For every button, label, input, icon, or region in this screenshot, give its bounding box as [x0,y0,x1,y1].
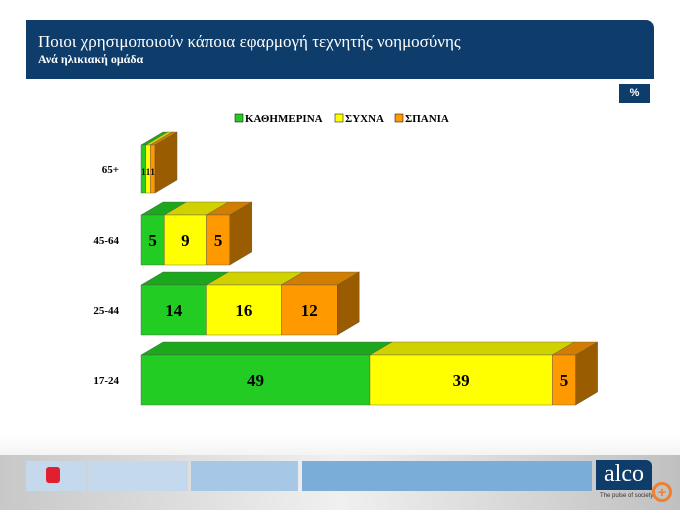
bar-segment [164,214,207,266]
data-label: 5 [148,231,157,250]
data-label: 14 [165,301,183,320]
bar-segment [281,284,338,336]
data-label: 9 [181,231,190,250]
footer [0,455,680,510]
bar-side [575,341,598,406]
data-label: 39 [453,371,470,390]
page-subtitle: Ανά ηλικιακή ομάδα [38,52,144,66]
legend-label: ΣΠΑΝΙΑ [405,113,449,125]
bar-segment [140,284,207,336]
zoom-icon[interactable]: + [652,482,672,502]
category-label: 25-44 [93,305,119,317]
category-label: 65+ [102,164,119,176]
footer-block [302,461,592,491]
header-bar: Ποιοι χρησιμοποιούν κάποια εφαρμογή τεχν… [26,20,654,79]
bar-side [154,131,178,194]
percent-badge: % [619,84,650,103]
alco-tagline: The pulse of society [600,493,654,499]
data-label: 16 [235,301,252,320]
data-label: 49 [247,371,264,390]
bar-segment [206,284,282,336]
legend-swatch [394,113,404,123]
data-label: 5 [214,231,223,250]
legend-swatch [334,113,344,123]
bar-side [229,201,252,266]
alco-logo: alco [596,460,652,490]
bar-side [337,271,360,336]
alpha-news-logo [26,461,86,491]
legend-label: ΚΑΘΗΜΕΡΙΝΑ [245,113,323,125]
bar-segment [140,354,371,406]
footer-block [88,461,188,491]
footer-block [191,461,298,491]
data-label: 5 [560,371,569,390]
bar-segment [369,354,553,406]
data-label: 1 [150,167,155,177]
bar-top [369,341,575,356]
legend-swatch [234,113,244,123]
chart: ΚΑΘΗΜΕΡΙΝΑ ΣΥΧΝΑ ΣΠΑΝΙΑ 65+ 1 1 1 45-64 5 9 5 25-44… [93,113,599,406]
data-label: 1 [141,167,146,177]
bar-top [140,341,393,356]
legend-label: ΣΥΧΝΑ [345,113,384,125]
category-label: 17-24 [93,375,119,387]
data-label: 1 [146,167,151,177]
page-title: Ποιοι χρησιμοποιούν κάποια εφαρμογή τεχν… [38,32,461,51]
category-label: 45-64 [93,235,119,247]
data-label: 12 [301,301,318,320]
